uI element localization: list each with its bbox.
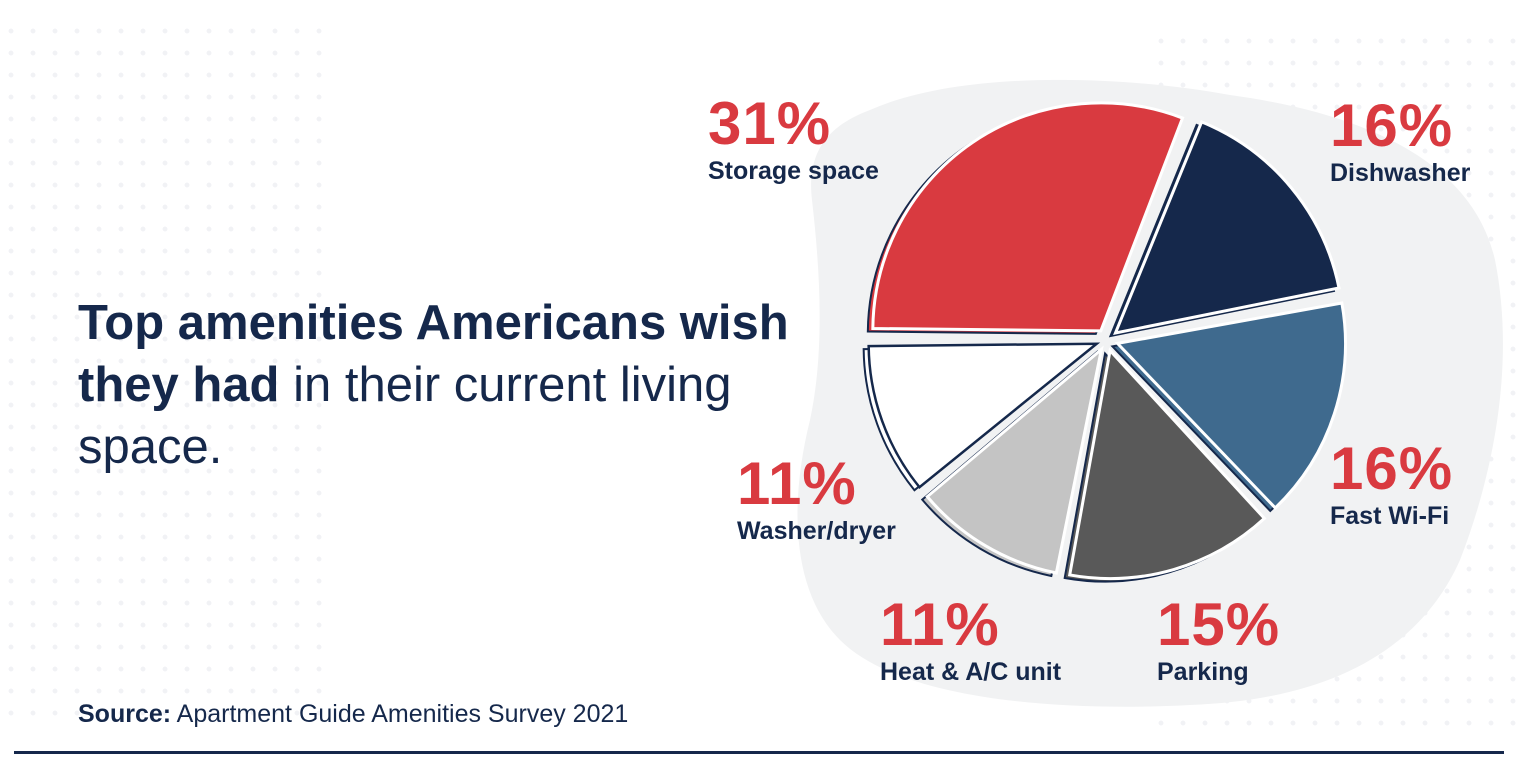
slice-fast-wifi [1114,301,1347,511]
dot-pattern-left [0,20,330,720]
title-bold: Top amenities Americans wish they had [78,296,789,412]
slice-parking [1067,347,1267,581]
slice-dishwasher [1113,119,1341,336]
pct-parking: 15% [1157,591,1281,658]
bottom-rule [14,751,1504,754]
name-washer-dryer: Washer/dryer [737,517,896,545]
label-storage-space: 31% Storage space [708,92,879,186]
name-parking: Parking [1157,658,1249,686]
name-fast-wifi: Fast Wi-Fi [1330,502,1450,530]
slice-washer-dryer [867,342,1101,489]
pct-washer-dryer: 11% [737,450,857,517]
pct-dishwasher: 16% [1330,92,1454,159]
label-fast-wifi: 16% Fast Wi-Fi [1330,437,1453,531]
pct-fast-wifi: 16% [1330,435,1454,502]
pct-storage-space: 31% [708,90,832,157]
slice-storage-space [871,101,1185,333]
name-heat-ac: Heat & A/C unit [880,658,1062,686]
slice-heat-ac [925,345,1104,575]
label-heat-ac: 11% Heat & A/C unit [880,593,1061,687]
label-parking: 15% Parking [1157,593,1280,687]
name-storage-space: Storage space [708,157,879,185]
source-note: Source: Apartment Guide Amenities Survey… [78,700,628,729]
name-dishwasher: Dishwasher [1330,159,1471,187]
label-dishwasher: 16% Dishwasher [1330,94,1470,188]
source-label: Source: [78,700,172,728]
source-text: Apartment Guide Amenities Survey 2021 [171,700,629,728]
chart-title: Top amenities Americans wish they had in… [78,292,798,478]
label-washer-dryer: 11% Washer/dryer [737,452,896,546]
title-regular: in their current living space. [78,358,732,474]
pct-heat-ac: 11% [880,591,1000,658]
